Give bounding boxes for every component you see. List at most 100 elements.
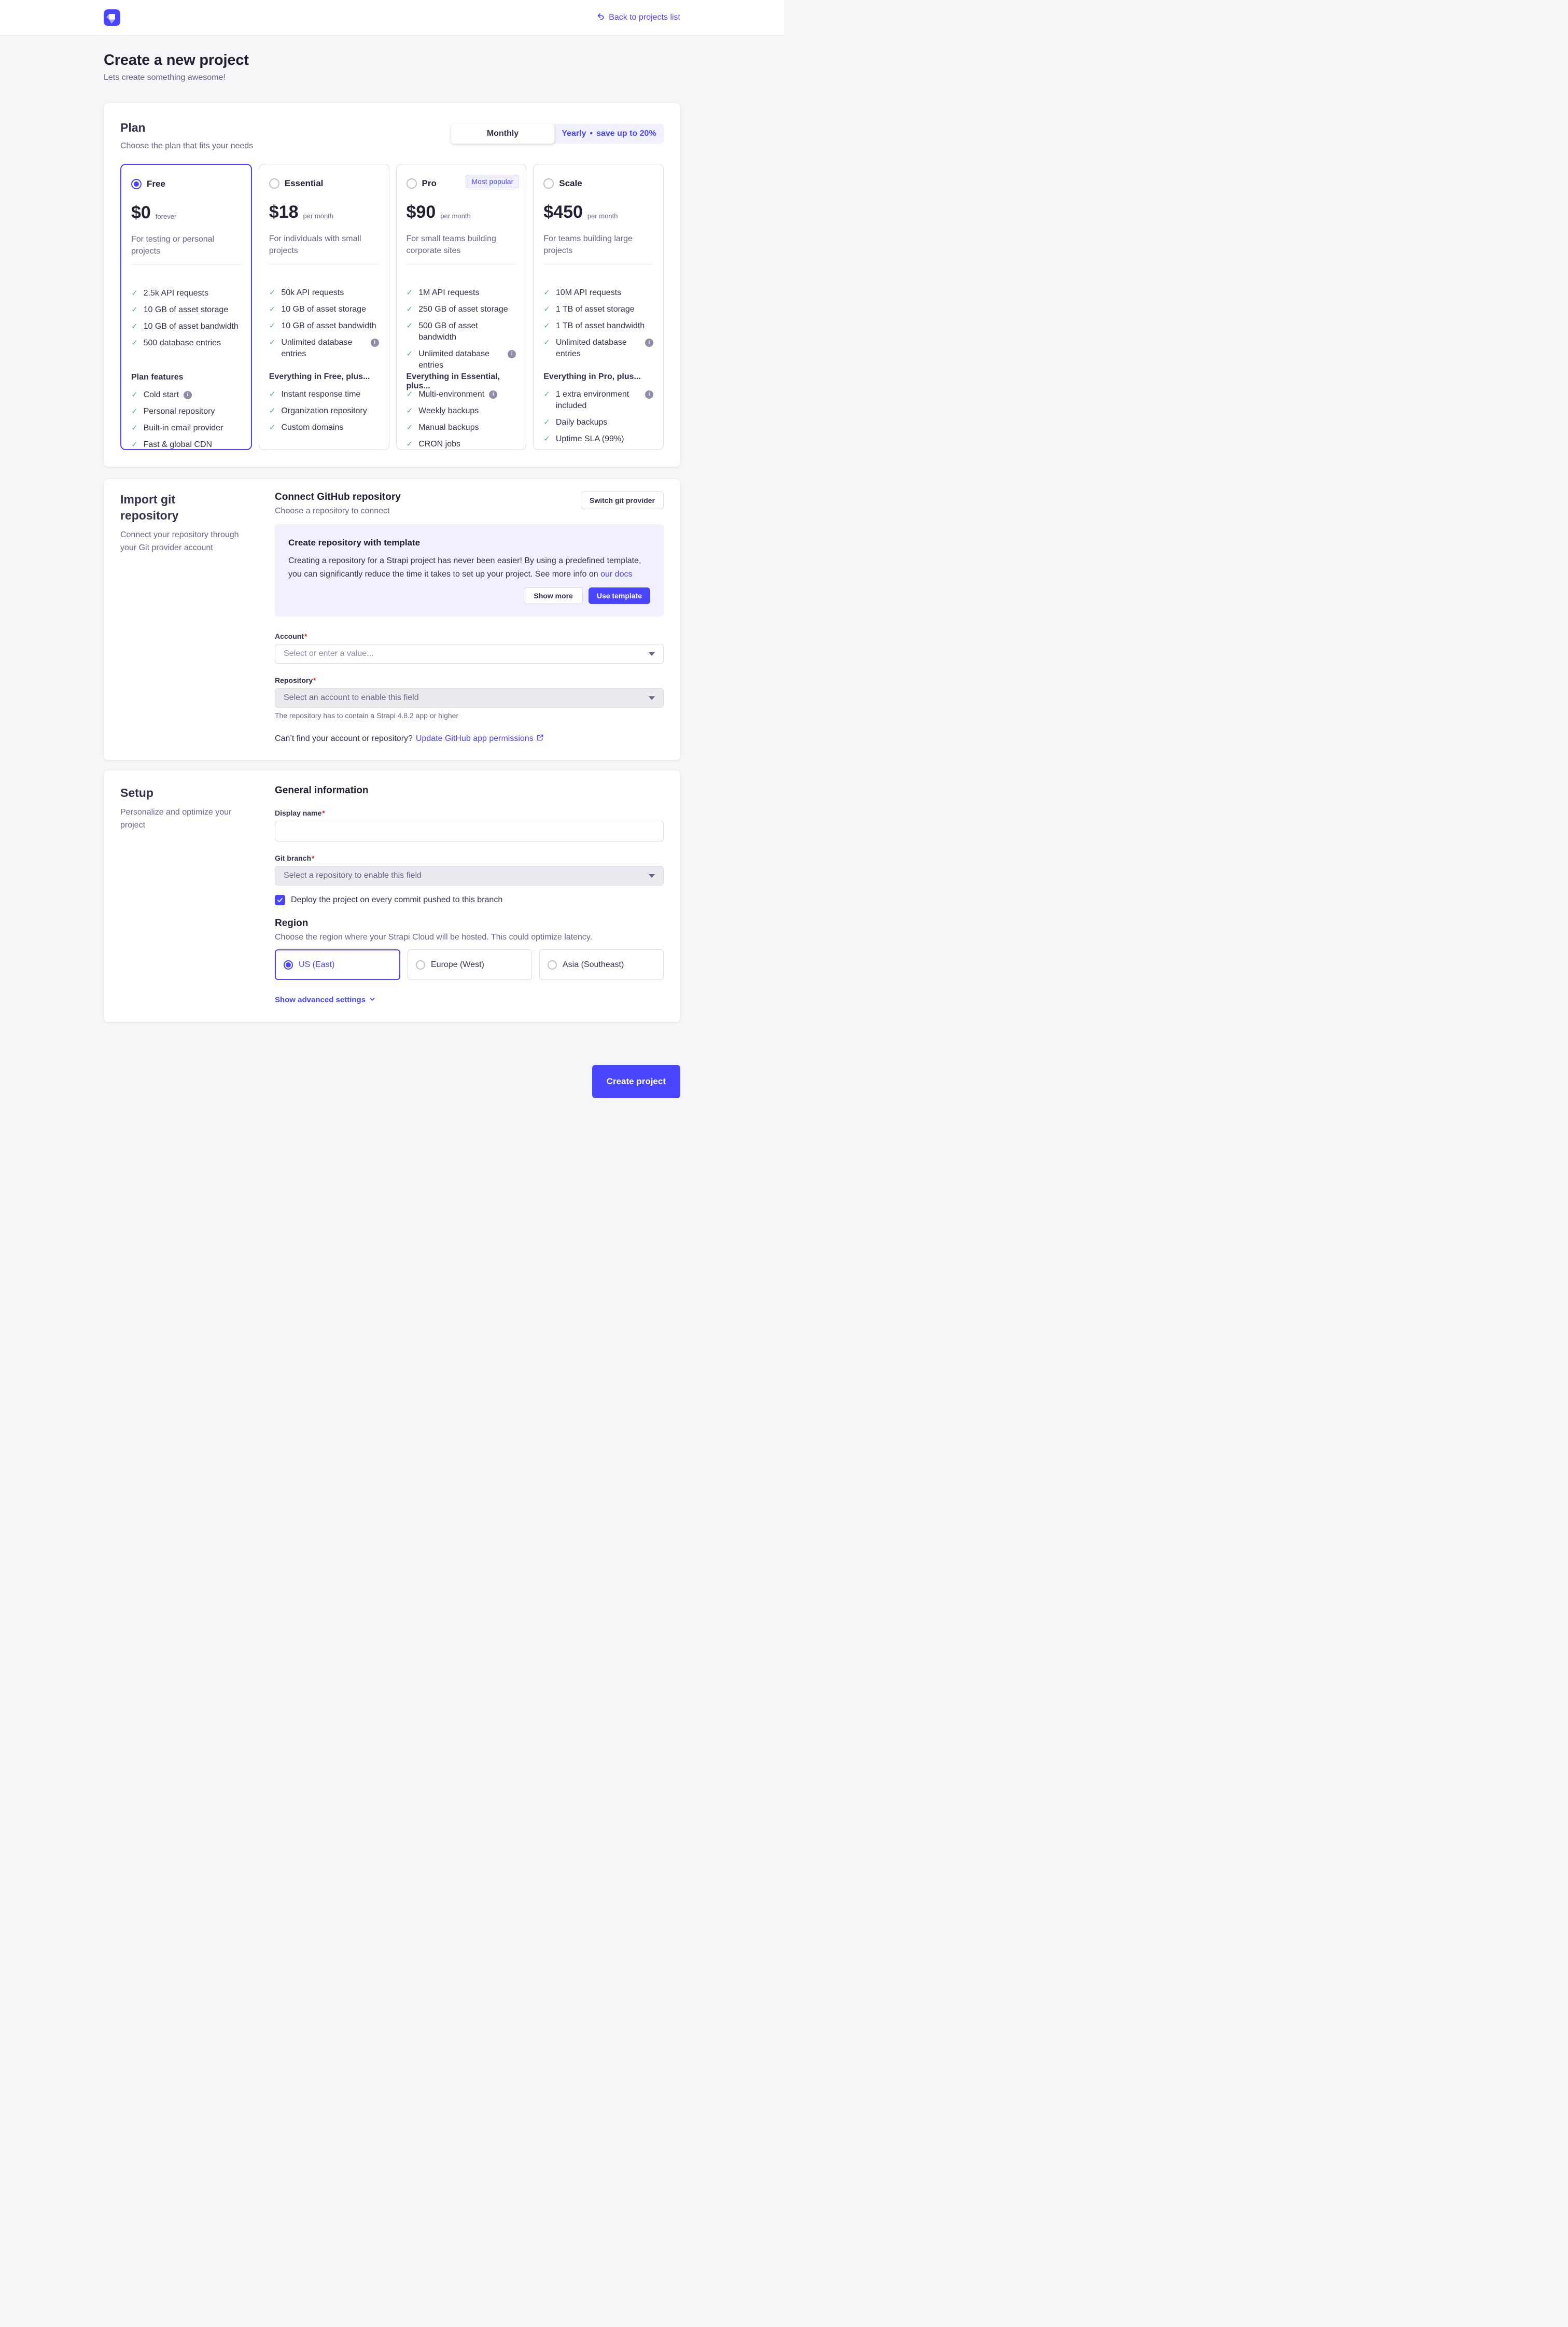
check-icon: ✓ [406, 423, 413, 432]
plan-name: Scale [559, 178, 582, 188]
plan-feature: ✓ 1M API requests [407, 287, 516, 299]
check-icon: ✓ [269, 390, 276, 399]
plan-extra-feature-list: ✓ Cold start i ✓ Personal repository ✓ Built… [131, 389, 241, 451]
info-icon[interactable]: i [508, 350, 516, 358]
display-name-label: Display name* [275, 809, 325, 817]
plan-feature: ✓ 10 GB of asset bandwidth [269, 320, 379, 332]
plan-radio-essential[interactable] [269, 178, 279, 189]
plan-feature: ✓ Cold start i [131, 389, 241, 401]
check-icon: ✓ [543, 305, 550, 314]
account-field-label: Account* [275, 632, 307, 640]
check-icon: ✓ [269, 406, 276, 415]
plan-feature: ✓ Custom domains [269, 422, 379, 433]
show-more-button[interactable]: Show more [524, 587, 583, 604]
billing-period-toggle: Monthly Yearly • save up to 20% [451, 124, 664, 144]
check-icon: ✓ [406, 349, 413, 358]
switch-git-provider-button[interactable]: Switch git provider [580, 492, 664, 509]
plan-radio-free[interactable] [131, 179, 142, 189]
required-asterisk: * [312, 854, 315, 862]
plan-feature: ✓ 10 GB of asset storage [269, 304, 379, 315]
region-radio-europe-west[interactable] [416, 960, 425, 970]
region-option-asia-southeast[interactable]: Asia (Southeast) [539, 949, 664, 980]
update-github-permissions-link[interactable]: Update GitHub app permissions [416, 734, 543, 744]
plan-feature-list: ✓ 1M API requests ✓ 250 GB of asset storag… [407, 287, 516, 370]
check-icon: ✓ [269, 338, 276, 347]
yearly-label: Yearly [562, 129, 586, 138]
page-subtitle: Lets create something awesome! [104, 73, 226, 82]
plan-price: $18 [269, 202, 299, 222]
check-icon: ✓ [131, 390, 138, 399]
connect-github-subheading: Choose a repository to connect [275, 507, 390, 515]
plan-price-period: forever [155, 213, 177, 220]
billing-monthly-option[interactable]: Monthly [451, 124, 554, 144]
back-to-projects-link[interactable]: Back to projects list [597, 12, 680, 23]
check-icon: ✓ [269, 321, 276, 330]
check-icon: ✓ [543, 288, 550, 297]
plan-card-pro[interactable]: Most popular Pro $90 per month For small… [396, 164, 527, 450]
info-icon[interactable]: i [489, 390, 498, 399]
plan-extra-feature-list: ✓ Multi-environment i ✓ Weekly backups ✓ Man… [407, 389, 516, 450]
plan-feature: ✓ 1 TB of asset storage [543, 304, 653, 315]
repository-field-label: Repository* [275, 676, 316, 684]
deploy-on-commit-label: Deploy the project on every commit pushe… [291, 895, 503, 904]
plan-card-essential[interactable]: Essential $18 per month For individuals … [258, 164, 389, 450]
deploy-on-commit-checkbox[interactable] [275, 895, 285, 905]
plan-feature: ✓ Organization repository [269, 405, 379, 417]
chevron-down-icon [649, 696, 655, 700]
account-select[interactable]: Select or enter a value... [275, 644, 664, 664]
plan-card-scale[interactable]: Scale $450 per month For teams building … [533, 164, 664, 450]
import-section-subtitle: Connect your repository through your Git… [120, 530, 239, 552]
plan-feature: ✓ Instant response time [269, 389, 379, 400]
setup-section: Setup Personalize and optimize your proj… [104, 770, 680, 1022]
plan-radio-pro[interactable] [406, 178, 417, 189]
setup-section-title: Setup [120, 786, 153, 800]
plan-card-free[interactable]: Free $0 forever For testing or personal … [120, 164, 252, 450]
check-icon: ✓ [269, 288, 276, 297]
plan-feature: ✓ Uptime SLA (99%) [543, 433, 653, 445]
plan-more-heading: Everything in Pro, plus... [543, 372, 641, 381]
setup-section-subtitle: Personalize and optimize your project [120, 808, 232, 830]
plan-name: Free [147, 179, 165, 189]
repository-select-placeholder: Select an account to enable this field [284, 693, 419, 702]
info-icon[interactable]: i [370, 339, 379, 347]
plan-radio-scale[interactable] [543, 178, 554, 189]
top-navigation-bar: Back to projects list [0, 0, 784, 36]
check-icon: ✓ [131, 407, 138, 416]
region-option-europe-west[interactable]: Europe (West) [408, 949, 532, 980]
info-icon[interactable]: i [184, 391, 192, 399]
plan-description: For testing or personal projects [131, 235, 215, 256]
region-radio-us-east[interactable] [284, 960, 293, 970]
permissions-question: Can’t find your account or repository? [275, 734, 413, 743]
chevron-down-icon [369, 996, 375, 1004]
billing-yearly-option[interactable]: Yearly • save up to 20% [554, 124, 664, 144]
plan-feature: ✓ Unlimited database entries i [407, 348, 516, 371]
check-icon: ✓ [131, 289, 138, 298]
show-advanced-settings-link[interactable]: Show advanced settings [275, 996, 375, 1004]
region-option-us-east[interactable]: US (East) [275, 949, 400, 980]
check-icon: ✓ [543, 338, 550, 347]
required-asterisk: * [322, 809, 325, 817]
plan-price: $450 [543, 202, 583, 222]
git-branch-placeholder: Select a repository to enable this field [284, 871, 422, 880]
plan-description: For individuals with small projects [269, 234, 361, 255]
plan-feature: ✓ Fast & global CDN [131, 439, 241, 451]
info-icon[interactable]: i [645, 390, 653, 399]
check-icon: ✓ [543, 434, 550, 443]
plan-name: Pro [422, 178, 437, 188]
template-box-title: Create repository with template [288, 538, 421, 548]
region-radio-asia-southeast[interactable] [548, 960, 557, 970]
plan-section: Plan Choose the plan that fits your need… [104, 103, 680, 467]
check-icon: ✓ [543, 321, 550, 330]
use-template-button[interactable]: Use template [588, 587, 650, 604]
github-permissions-row: Can’t find your account or repository? U… [275, 734, 664, 744]
plan-feature: ✓ Daily backups [543, 417, 653, 428]
info-icon[interactable]: i [645, 339, 653, 347]
check-icon: ✓ [543, 390, 550, 399]
create-project-button[interactable]: Create project [592, 1065, 680, 1098]
most-popular-badge: Most popular [466, 175, 520, 188]
check-icon: ✓ [543, 418, 550, 427]
connect-github-heading: Connect GitHub repository [275, 492, 401, 502]
plan-feature: ✓ 1 extra environment included i [543, 389, 653, 412]
display-name-input[interactable] [275, 821, 664, 842]
our-docs-link[interactable]: our docs [600, 570, 633, 579]
